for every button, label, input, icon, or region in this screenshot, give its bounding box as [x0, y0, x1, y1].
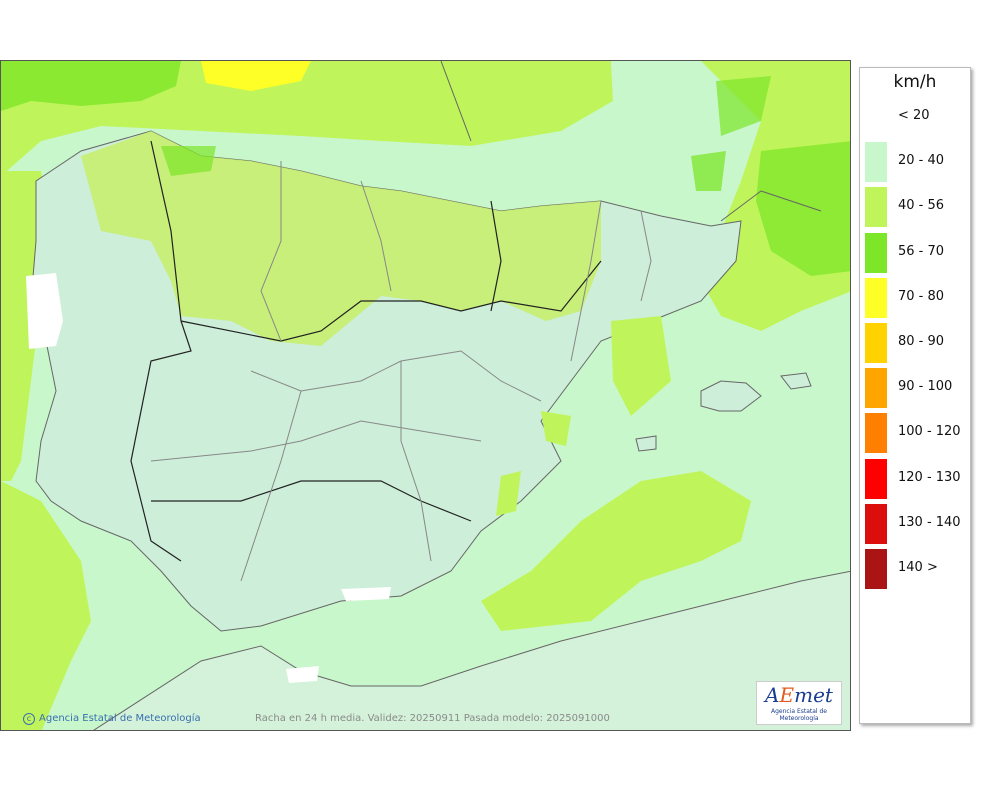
- legend-label: 90 - 100: [898, 379, 953, 395]
- legend-label: 100 - 120: [898, 424, 961, 440]
- legend-swatch: [865, 413, 887, 454]
- legend-item: 80 - 90: [860, 323, 970, 368]
- zone-40-56: [81, 131, 601, 346]
- copyright-icon: c: [23, 713, 35, 725]
- aemet-logo: AEmet Agencia Estatal de Meteorología: [756, 681, 842, 725]
- legend-swatch: [865, 277, 887, 318]
- legend-label: 140 >: [898, 560, 938, 575]
- map-caption: Racha en 24 h media. Validez: 20250911 P…: [255, 713, 610, 724]
- legend-label: 56 - 70: [898, 243, 945, 259]
- legend-item: < 20: [860, 97, 970, 142]
- legend-swatch: [865, 503, 887, 544]
- zone-56-70: [1, 61, 181, 111]
- copyright-credit: c Agencia Estatal de Meteorología: [23, 713, 201, 725]
- legend-swatch: [865, 458, 887, 499]
- legend-swatch: [865, 187, 887, 228]
- border-line: [130, 140, 192, 562]
- legend-swatch: [865, 368, 887, 409]
- legend-item: 20 - 40: [860, 142, 970, 187]
- legend-title: km/h: [893, 72, 937, 92]
- zone-under-20: [26, 273, 63, 349]
- legend-label: 130 - 140: [898, 514, 961, 530]
- legend-label: < 20: [898, 108, 930, 123]
- legend-swatch: [865, 232, 887, 273]
- legend-item: 90 - 100: [860, 368, 970, 413]
- legend-swatch: [865, 549, 887, 589]
- legend-item: 140 >: [860, 549, 970, 594]
- legend: km/h < 20 20 - 40 40 - 56 56 - 70 70 - 80 80 …: [859, 67, 971, 724]
- legend-item: 70 - 80: [860, 277, 970, 323]
- logo-text: AEmet: [765, 683, 833, 707]
- map-canvas: [1, 61, 850, 730]
- credit-text: Agencia Estatal de Meteorología: [39, 713, 201, 724]
- legend-item: 40 - 56: [860, 187, 970, 232]
- legend-swatch: [865, 97, 887, 137]
- legend-label: 20 - 40: [898, 153, 945, 169]
- legend-label: 120 - 130: [898, 469, 961, 485]
- legend-swatch: [865, 142, 887, 183]
- zone-40-56: [481, 471, 751, 631]
- legend-label: 80 - 90: [898, 334, 945, 349]
- logo-subtitle: Agencia Estatal de Meteorología: [770, 708, 827, 722]
- zone-70-80: [201, 61, 311, 91]
- legend-label: 40 - 56: [898, 198, 945, 214]
- legend-label: 70 - 80: [898, 288, 945, 304]
- north-africa: [93, 570, 850, 730]
- legend-swatch: [865, 323, 887, 363]
- legend-item: 100 - 120: [860, 413, 970, 458]
- legend-item: 56 - 70: [860, 232, 970, 278]
- legend-item: 120 - 130: [860, 458, 970, 504]
- wind-gust-map: c Agencia Estatal de Meteorología Racha e…: [0, 60, 851, 731]
- balearic-islands: [700, 380, 762, 412]
- legend-item: 130 - 140: [860, 503, 970, 549]
